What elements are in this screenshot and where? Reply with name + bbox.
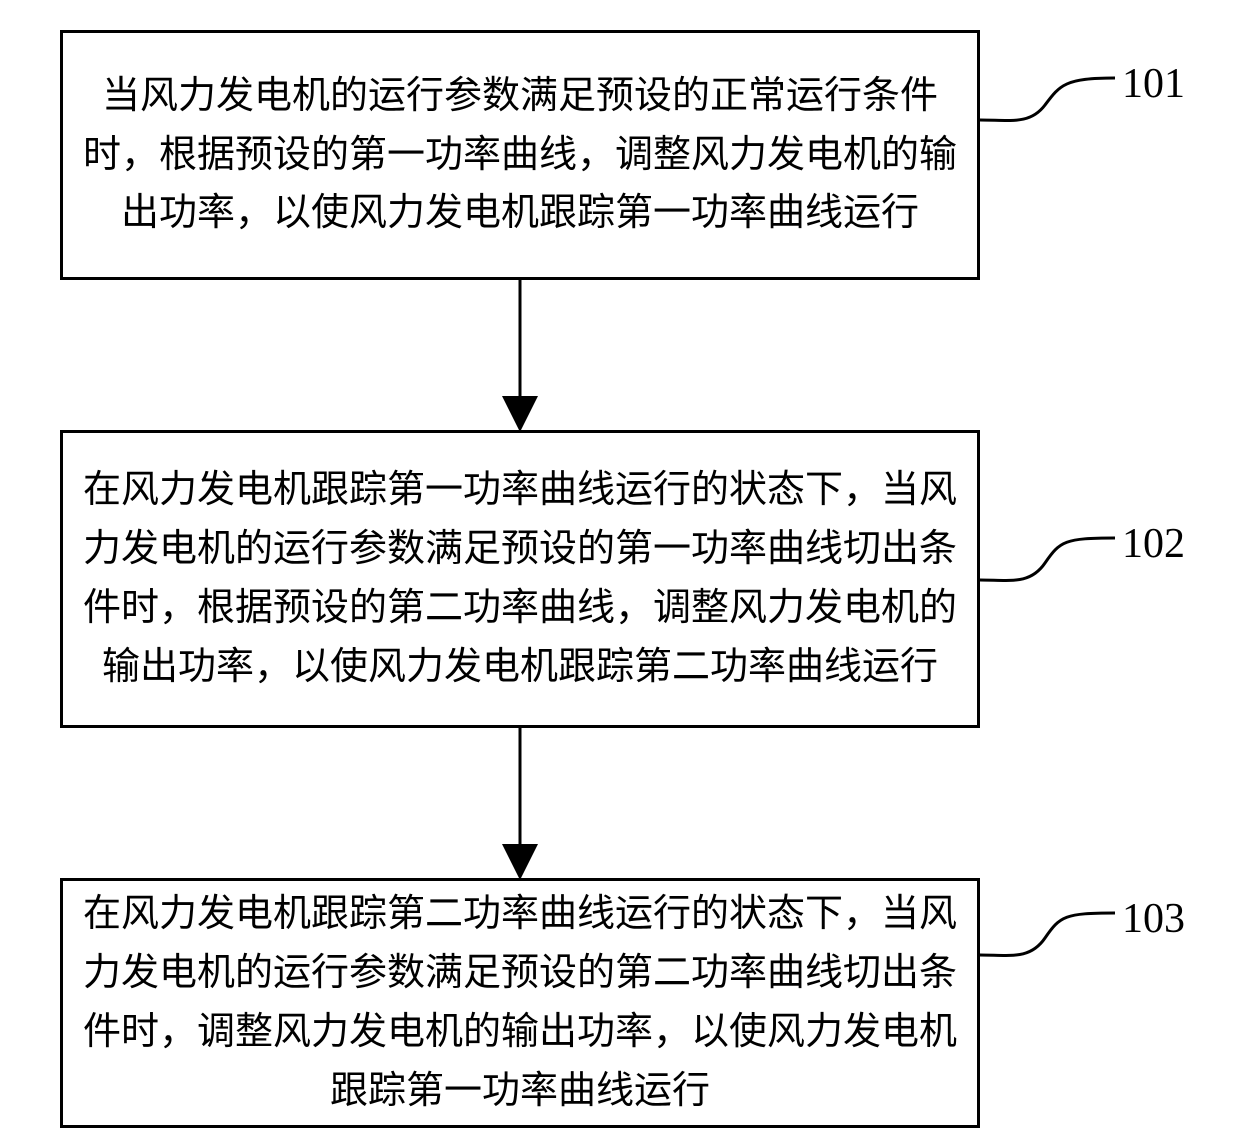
label-connector-3-path (980, 913, 1115, 955)
label-connector-1-path (980, 78, 1115, 121)
node-label-101: 101 (1122, 60, 1185, 108)
node-label-102: 102 (1122, 520, 1185, 568)
flow-node-1-text: 当风力发电机的运行参数满足预设的正常运行条件时，根据预设的第一功率曲线，调整风力… (83, 67, 957, 244)
flow-node-3-text: 在风力发电机跟踪第二功率曲线运行的状态下，当风力发电机的运行参数满足预设的第二功… (83, 885, 957, 1121)
flow-node-1: 当风力发电机的运行参数满足预设的正常运行条件时，根据预设的第一功率曲线，调整风力… (60, 30, 980, 280)
flow-node-2: 在风力发电机跟踪第一功率曲线运行的状态下，当风力发电机的运行参数满足预设的第一功… (60, 430, 980, 728)
flow-node-2-text: 在风力发电机跟踪第一功率曲线运行的状态下，当风力发电机的运行参数满足预设的第一功… (83, 461, 957, 697)
flowchart-canvas: 当风力发电机的运行参数满足预设的正常运行条件时，根据预设的第一功率曲线，调整风力… (0, 0, 1240, 1147)
label-connector-2-path (980, 538, 1115, 580)
flow-node-3: 在风力发电机跟踪第二功率曲线运行的状态下，当风力发电机的运行参数满足预设的第二功… (60, 878, 980, 1128)
node-label-103: 103 (1122, 895, 1185, 943)
